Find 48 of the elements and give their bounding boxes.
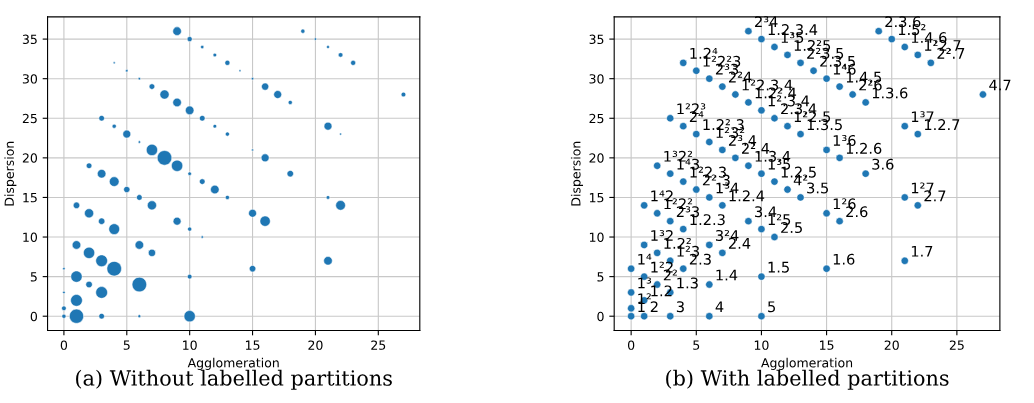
y-tick-label: 25 [589,113,604,124]
x-tick-label: 0 [60,340,68,350]
annotation: 1.4 [716,269,738,281]
annotation: 3.6 [872,158,894,170]
y-tick-label: 20 [22,153,38,163]
x-tick-label: 20 [308,340,323,350]
x-tick-label: 5 [123,340,130,350]
y-tick-label: 30 [589,74,604,84]
annotation: 1.3 [677,277,698,289]
x-axis-title: Agglomeration [187,357,279,370]
y-tick-label: 20 [589,153,604,163]
y-tick-label: 10 [23,232,38,242]
text: (b) With labelled partitions [666,369,949,390]
x-tick-label: 20 [884,340,899,350]
x-tick-label: 0 [627,340,635,350]
y-tick-label: 35 [589,34,604,45]
x-tick-label: 15 [245,340,260,350]
y-tick-label: 30 [22,74,38,84]
y-tick-label: 25 [22,113,37,124]
y-tick-label: 35 [22,34,37,45]
annotation: 1⁴ [638,253,652,265]
x-axis-title: Agglomeration [761,357,853,370]
x-tick-label: 25 [949,340,964,350]
annotation: 5 [768,301,775,313]
annotation: 2 [650,301,658,313]
x-tick-label: 10 [754,340,769,350]
annotation: 1.2 [651,285,672,297]
text: (a) Without labelled partitions [76,369,392,390]
y-axis-title: Dispersion [4,141,17,206]
y-tick-label: 5 [30,272,37,282]
annotation: 1.7 [911,245,933,257]
y-axis-title: Dispersion [570,141,584,206]
annotation: 1³ [638,277,652,289]
annotation: 1.6 [833,253,855,265]
x-tick-label: 5 [693,340,700,350]
y-tick-label: 5 [597,272,604,282]
y-tick-label: 15 [589,193,604,203]
y-tick-label: 15 [23,193,37,203]
annotation: 3 [676,301,684,313]
x-tick-label: 10 [183,340,197,350]
y-tick-label: 0 [30,311,38,322]
annotation: 4 [715,301,724,313]
annotation: 1.5 [768,261,789,273]
y-tick-label: 10 [589,232,604,242]
annotation: 3.5 [807,182,828,194]
x-tick-label: 25 [371,340,386,350]
y-tick-label: 0 [597,311,604,322]
x-tick-label: 15 [820,340,834,350]
